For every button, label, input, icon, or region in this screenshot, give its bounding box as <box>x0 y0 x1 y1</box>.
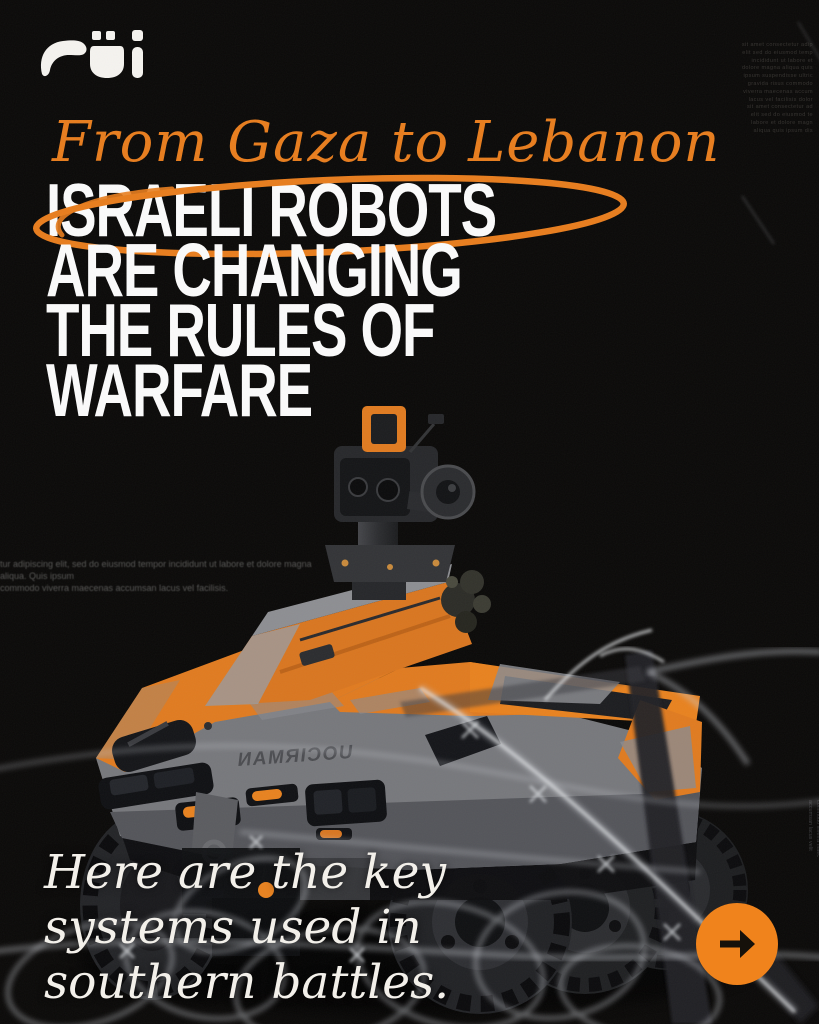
caption-line-1: Here are the key <box>44 845 447 900</box>
arrow-right-icon <box>720 930 755 958</box>
caption-line-3: southern battles. <box>44 955 450 1010</box>
caption-line-2: systems used in <box>44 900 422 955</box>
next-slide-button[interactable] <box>696 903 778 985</box>
caption: Here are the key systems used in souther… <box>44 845 449 1010</box>
